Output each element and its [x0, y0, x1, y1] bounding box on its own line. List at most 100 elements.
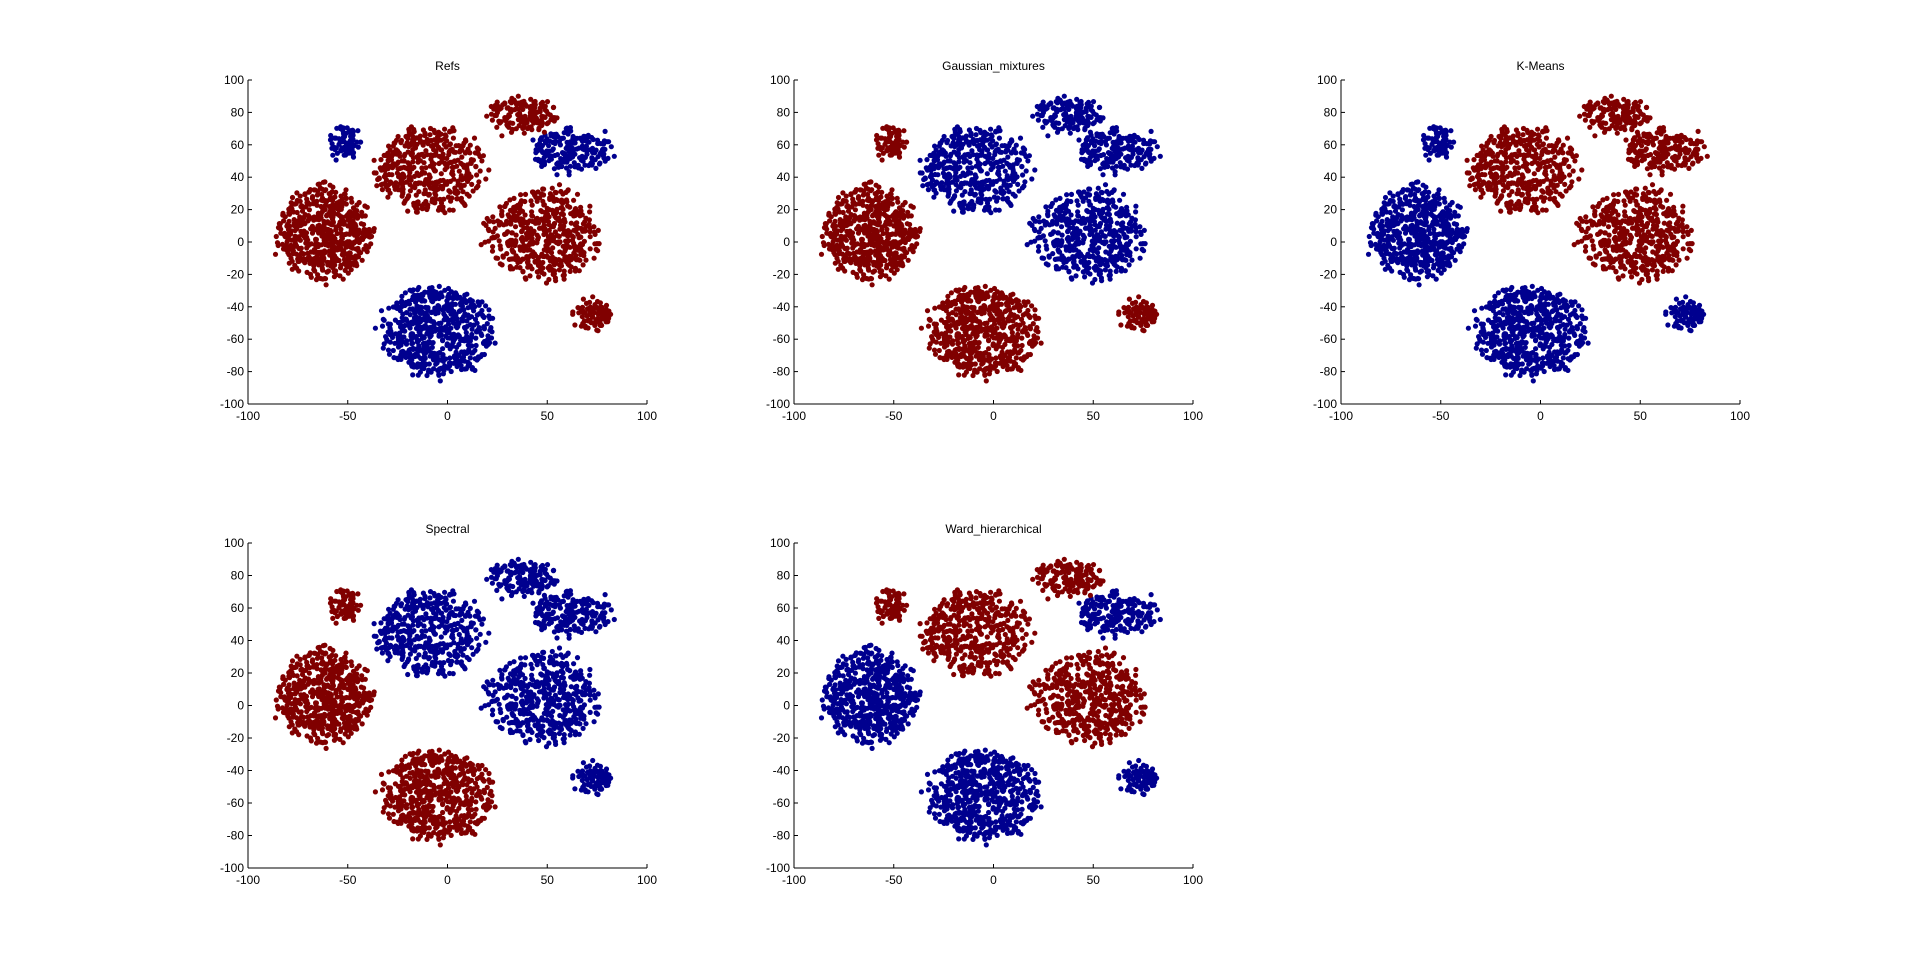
scatter-point: [1084, 208, 1089, 213]
scatter-point: [457, 169, 462, 174]
scatter-point: [561, 136, 566, 141]
scatter-point: [889, 148, 894, 153]
scatter-point: [318, 212, 323, 217]
y-tick-label: 20: [231, 203, 245, 217]
scatter-point: [346, 271, 351, 276]
scatter-point: [365, 244, 370, 249]
scatter-point: [514, 126, 519, 131]
scatter-point: [486, 239, 491, 244]
scatter-point: [948, 152, 953, 157]
scatter-point: [482, 326, 487, 331]
scatter-point: [577, 258, 582, 263]
scatter-point: [598, 323, 603, 328]
scatter-point: [962, 323, 967, 328]
scatter-point: [1066, 257, 1071, 262]
scatter-point: [1036, 244, 1041, 249]
scatter-point: [970, 348, 975, 353]
scatter-point: [313, 259, 318, 264]
scatter-point: [459, 363, 464, 368]
scatter-point: [963, 310, 968, 315]
scatter-point: [991, 335, 996, 340]
scatter-point: [1099, 261, 1104, 266]
scatter-point: [1090, 280, 1095, 285]
scatter-point: [1064, 192, 1069, 197]
scatter-point: [1014, 160, 1019, 165]
scatter-point: [1113, 254, 1118, 259]
scatter-point: [323, 220, 328, 225]
scatter-point: [311, 218, 316, 223]
y-tick-label: 100: [224, 73, 244, 87]
y-tick-label: -20: [227, 267, 245, 281]
scatter-point: [557, 249, 562, 254]
scatter-point: [447, 355, 452, 360]
scatter-point: [422, 131, 427, 136]
scatter-point: [954, 351, 959, 356]
scatter-point: [533, 150, 538, 155]
scatter-point: [951, 166, 956, 171]
scatter-point: [894, 134, 899, 139]
scatter-point: [388, 191, 393, 196]
scatter-point: [518, 192, 523, 197]
scatter-point: [416, 373, 421, 378]
scatter-point: [425, 305, 430, 310]
scatter-point: [328, 183, 333, 188]
scatter-point: [1052, 212, 1057, 217]
scatter-point: [416, 285, 421, 290]
scatter-point: [309, 275, 314, 280]
scatter-point: [949, 340, 954, 345]
scatter-point: [580, 229, 585, 234]
scatter-point: [1133, 204, 1138, 209]
scatter-point: [362, 229, 367, 234]
scatter-point: [531, 190, 536, 195]
scatter-point: [1061, 260, 1066, 265]
scatter-point: [462, 349, 467, 354]
scatter-point: [860, 277, 865, 282]
scatter-point: [962, 173, 967, 178]
scatter-point: [962, 373, 967, 378]
scatter-point: [559, 205, 564, 210]
scatter-point: [460, 338, 465, 343]
scatter-point: [1015, 182, 1020, 187]
scatter-point: [460, 200, 465, 205]
scatter-point: [518, 100, 523, 105]
scatter-point: [557, 182, 562, 187]
scatter-point: [326, 243, 331, 248]
scatter-point: [498, 246, 503, 251]
x-tick-label: -100: [236, 409, 260, 423]
scatter-point: [1091, 206, 1096, 211]
scatter-point: [988, 356, 993, 361]
scatter-point: [854, 249, 859, 254]
scatter-point: [934, 191, 939, 196]
scatter-point: [450, 172, 455, 177]
scatter-point: [324, 282, 329, 287]
scatter-point: [1086, 199, 1091, 204]
scatter-point: [849, 241, 854, 246]
scatter-point: [1032, 313, 1037, 318]
scatter-point: [958, 185, 963, 190]
scatter-point: [1127, 253, 1132, 258]
scatter-point: [338, 148, 343, 153]
scatter-point: [310, 196, 315, 201]
scatter-point: [490, 244, 495, 249]
scatter-point: [988, 317, 993, 322]
y-tick-label: 0: [237, 235, 244, 249]
scatter-point: [856, 224, 861, 229]
scatter-point: [372, 170, 377, 175]
scatter-point: [571, 148, 576, 153]
scatter-point: [893, 250, 898, 255]
scatter-point: [549, 153, 554, 158]
scatter-point: [558, 160, 563, 165]
scatter-point: [1032, 307, 1037, 312]
scatter-point: [541, 271, 546, 276]
scatter-point: [550, 194, 555, 199]
scatter-point: [424, 373, 429, 378]
scatter-point: [861, 189, 866, 194]
scatter-point: [430, 144, 435, 149]
scatter-point: [354, 261, 359, 266]
scatter-point: [967, 317, 972, 322]
scatter-point: [524, 120, 529, 125]
scatter-point: [288, 256, 293, 261]
scatter-point: [849, 236, 854, 241]
scatter-point: [947, 334, 952, 339]
